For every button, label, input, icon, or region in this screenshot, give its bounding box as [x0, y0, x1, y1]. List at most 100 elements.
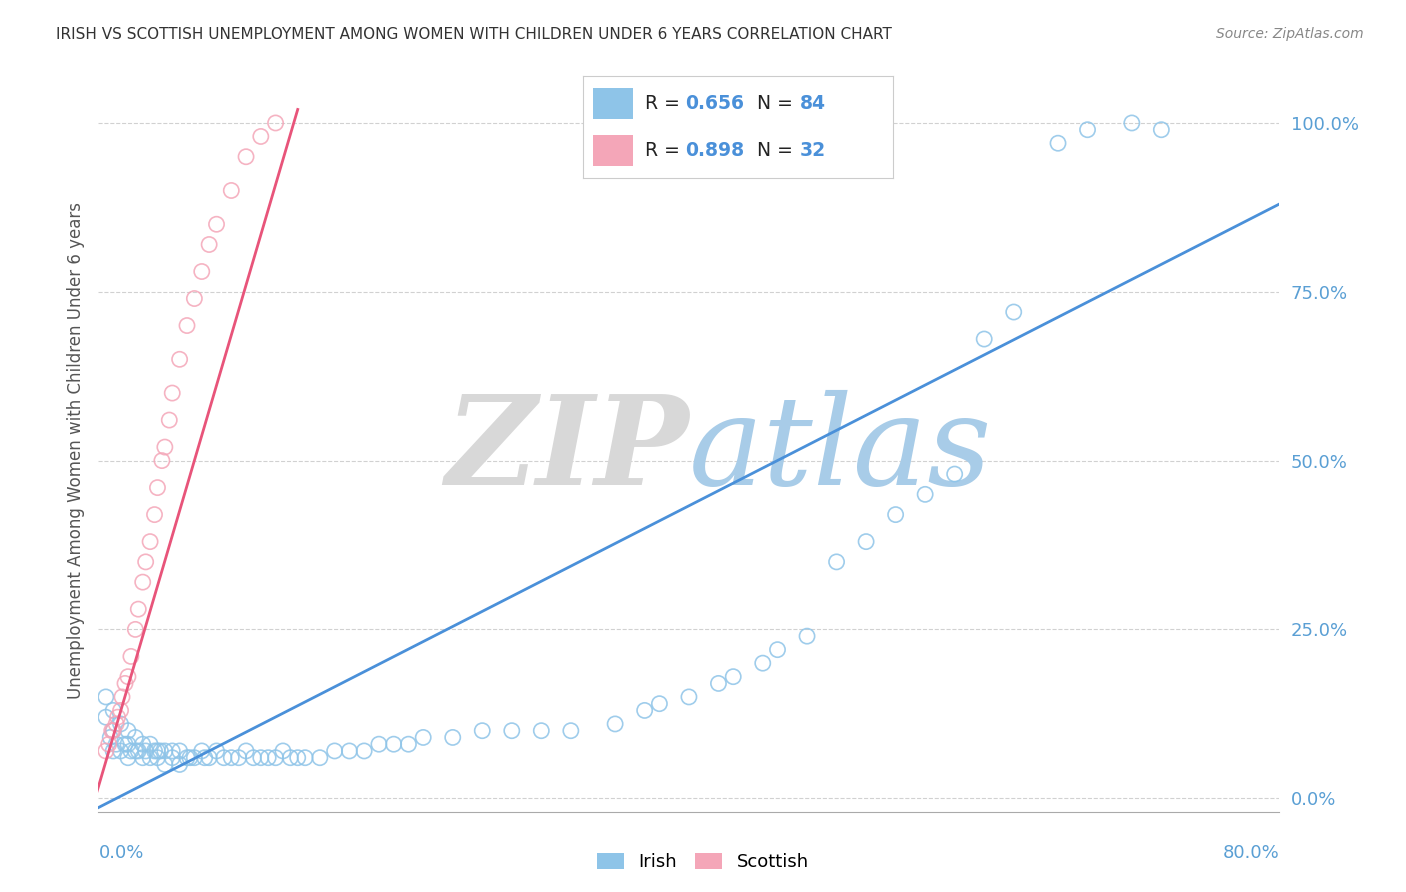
Point	[441, 731, 464, 745]
Point	[94, 710, 117, 724]
Point	[560, 723, 582, 738]
Point	[105, 717, 128, 731]
Point	[825, 555, 848, 569]
Bar	[593, 88, 633, 119]
Point	[117, 750, 139, 764]
Point	[162, 750, 183, 764]
Point	[1002, 305, 1025, 319]
Point	[110, 703, 132, 717]
Point	[139, 737, 162, 751]
Point	[127, 602, 149, 616]
Point	[135, 744, 157, 758]
Point	[146, 744, 169, 758]
Point	[117, 737, 139, 751]
Point	[280, 750, 302, 764]
Point	[146, 481, 169, 495]
Point	[605, 717, 627, 731]
Point	[205, 744, 228, 758]
Point	[139, 750, 162, 764]
Point	[114, 737, 136, 751]
Point	[530, 723, 553, 738]
Point	[752, 656, 775, 670]
Point	[162, 744, 183, 758]
Point	[120, 744, 142, 758]
Point	[183, 292, 205, 306]
Text: 0.0%: 0.0%	[98, 844, 143, 863]
Point	[132, 737, 155, 751]
Point	[766, 642, 789, 657]
Point	[471, 723, 494, 738]
Point	[212, 750, 235, 764]
Point	[707, 676, 730, 690]
Point	[501, 723, 523, 738]
Point	[124, 623, 146, 637]
Point	[228, 750, 250, 764]
Text: IRISH VS SCOTTISH UNEMPLOYMENT AMONG WOMEN WITH CHILDREN UNDER 6 YEARS CORRELATI: IRISH VS SCOTTISH UNEMPLOYMENT AMONG WOM…	[56, 27, 893, 42]
Point	[149, 744, 172, 758]
Point	[183, 750, 205, 764]
Point	[146, 750, 169, 764]
Text: ZIP: ZIP	[446, 390, 689, 511]
Point	[107, 710, 129, 724]
Point	[191, 744, 214, 758]
Point	[153, 744, 176, 758]
Text: N =: N =	[756, 94, 799, 113]
Point	[103, 723, 125, 738]
Point	[294, 750, 316, 764]
Point	[143, 744, 166, 758]
Point	[353, 744, 375, 758]
Point	[103, 723, 125, 738]
Point	[1121, 116, 1143, 130]
Point	[120, 649, 142, 664]
Text: 32: 32	[800, 141, 827, 161]
Point	[153, 757, 176, 772]
Point	[221, 750, 243, 764]
Point	[143, 508, 166, 522]
Point	[110, 717, 132, 731]
Point	[162, 386, 183, 401]
Point	[139, 534, 162, 549]
Bar	[593, 136, 633, 166]
Point	[309, 750, 332, 764]
Point	[169, 757, 191, 772]
Point	[271, 744, 294, 758]
Point	[264, 750, 287, 764]
Point	[1077, 122, 1099, 136]
Point	[287, 750, 309, 764]
Point	[114, 676, 136, 690]
Point	[111, 690, 134, 704]
Point	[884, 508, 907, 522]
Point	[198, 750, 221, 764]
Point	[117, 670, 139, 684]
Point	[1150, 122, 1173, 136]
Text: 0.656: 0.656	[686, 94, 745, 113]
Point	[257, 750, 280, 764]
Point	[117, 723, 139, 738]
Point	[103, 744, 125, 758]
Point	[132, 575, 155, 590]
Point	[678, 690, 700, 704]
Point	[98, 731, 121, 745]
Point	[914, 487, 936, 501]
Y-axis label: Unemployment Among Women with Children Under 6 years: Unemployment Among Women with Children U…	[66, 202, 84, 699]
Text: N =: N =	[756, 141, 799, 161]
Point	[153, 440, 176, 454]
Point	[235, 744, 257, 758]
Point	[634, 703, 657, 717]
Legend: Irish, Scottish: Irish, Scottish	[591, 846, 815, 879]
Point	[100, 723, 122, 738]
Text: 0.898: 0.898	[686, 141, 745, 161]
Text: R =: R =	[645, 141, 686, 161]
Point	[150, 453, 173, 467]
Point	[1046, 136, 1070, 151]
Text: atlas: atlas	[689, 390, 993, 511]
Point	[124, 744, 146, 758]
Point	[339, 744, 361, 758]
Point	[127, 744, 149, 758]
Point	[179, 750, 201, 764]
Point	[176, 750, 198, 764]
Point	[648, 697, 671, 711]
Point	[723, 670, 745, 684]
Point	[94, 744, 117, 758]
Point	[105, 737, 128, 751]
